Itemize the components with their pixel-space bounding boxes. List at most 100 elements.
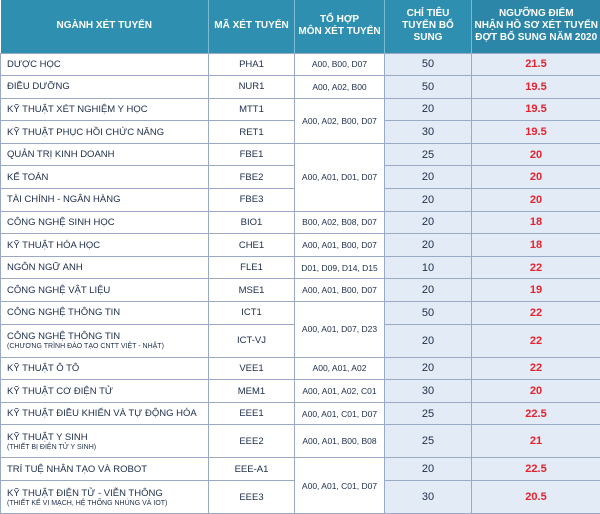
- major-code: ICT-VJ: [208, 323, 295, 358]
- major-name: KỸ THUẬT PHỤC HỒI CHỨC NĂNG: [0, 120, 209, 144]
- quota-value: 10: [384, 255, 472, 280]
- major-code: FBE3: [208, 188, 295, 212]
- quota-value: 20: [384, 188, 472, 212]
- table-row: DƯỢC HỌC PHA1 A00, B00, D07 50 21.5: [0, 52, 600, 77]
- score-value: 22.5: [471, 401, 600, 426]
- quota-value: 20: [384, 97, 472, 122]
- major-name: QUẢN TRỊ KINH DOANH: [0, 142, 209, 167]
- quota-value: 20: [384, 457, 472, 481]
- table-row: CÔNG NGHỆ VẬT LIỆU MSE1 A00, A01, B00, D…: [0, 278, 600, 303]
- score-value: 20.5: [471, 480, 600, 514]
- header-score-line1: NGƯỠNG ĐIỂM: [498, 8, 574, 20]
- major-name: DƯỢC HỌC: [0, 52, 209, 77]
- table-header: NGÀNH XÉT TUYỂN MÃ XÉT TUYỂN TỔ HỢP MÔN …: [0, 0, 600, 53]
- major-name-subtitle: (CHƯƠNG TRÌNH ĐÀO TẠO CNTT VIỆT - NHẬT): [7, 343, 164, 351]
- score-value: 20: [471, 142, 600, 167]
- score-value: 19: [471, 278, 600, 303]
- major-code: FLE1: [208, 255, 295, 280]
- score-value: 19.5: [471, 120, 600, 144]
- table-row: ĐIỀU DƯỠNG NUR1 A00, A02, B00 50 19.5: [0, 75, 600, 99]
- major-name: KỸ THUẬT Y SINH (THIẾT BỊ ĐIỆN TỬ Y SINH…: [0, 424, 209, 459]
- score-value: 20: [471, 188, 600, 212]
- table-row: KỸ THUẬT ĐIỀU KHIỂN VÀ TỰ ĐỘNG HÓA EEE1 …: [0, 401, 600, 426]
- table-row: KỸ THUẬT Y SINH (THIẾT BỊ ĐIỆN TỬ Y SINH…: [0, 424, 600, 459]
- major-name: CÔNG NGHỆ THÔNG TIN: [0, 301, 209, 325]
- major-name: KỸ THUẬT HÓA HỌC: [0, 233, 209, 257]
- major-code: EEE2: [208, 424, 295, 459]
- header-major: NGÀNH XÉT TUYỂN: [0, 0, 209, 53]
- major-code: RET1: [208, 120, 295, 144]
- header-quota: CHỈ TIÊU TUYỂN BỔ SUNG: [384, 0, 472, 53]
- major-name: TÀI CHÍNH - NGÂN HÀNG: [0, 188, 209, 212]
- table-row: QUẢN TRỊ KINH DOANH FBE1 A00, A01, D01, …: [0, 142, 600, 212]
- table-row: TÀI CHÍNH - NGÂN HÀNG FBE3 20 20: [0, 188, 600, 212]
- subject-combo: A00, A01, D07, D23: [294, 301, 385, 358]
- quota-value: 25: [384, 401, 472, 426]
- header-combo-line1: TỔ HỢP: [319, 14, 360, 26]
- table-row: KỸ THUẬT PHỤC HỒI CHỨC NĂNG RET1 30 19.5: [0, 120, 600, 144]
- score-value: 18: [471, 233, 600, 257]
- major-code: PHA1: [208, 52, 295, 77]
- table-body: DƯỢC HỌC PHA1 A00, B00, D07 50 21.5 ĐIỀU…: [0, 52, 600, 514]
- major-name: KỸ THUẬT ĐIỆN TỬ - VIỄN THÔNG (THIẾT KẾ …: [0, 480, 209, 514]
- quota-value: 50: [384, 75, 472, 99]
- major-name: KỸ THUẬT ĐIỀU KHIỂN VÀ TỰ ĐỘNG HÓA: [0, 401, 209, 426]
- major-code: EEE3: [208, 480, 295, 514]
- subject-combo: A00, A01, D01, D07: [294, 142, 385, 212]
- header-code: MÃ XÉT TUYỂN: [208, 0, 295, 53]
- major-code: ICT1: [208, 301, 295, 325]
- major-name: KỸ THUẬT Ô TÔ: [0, 356, 209, 381]
- score-value: 22: [471, 301, 600, 325]
- major-code: FBE2: [208, 165, 295, 190]
- header-combo-line2: MÔN XÉT TUYỂN: [298, 26, 381, 38]
- table-row: KỸ THUẬT ĐIỆN TỬ - VIỄN THÔNG (THIẾT KẾ …: [0, 480, 600, 514]
- major-code: EEE-A1: [208, 457, 295, 481]
- major-code: FBE1: [208, 142, 295, 167]
- subject-combo: A00, A01, C01, D07: [294, 457, 385, 514]
- score-value: 20: [471, 379, 600, 403]
- major-code: MEM1: [208, 379, 295, 403]
- major-name-subtitle: (THIẾT BỊ ĐIỆN TỬ Y SINH): [7, 443, 97, 451]
- major-name: CÔNG NGHỆ VẬT LIỆU: [0, 278, 209, 303]
- major-code: BIO1: [208, 210, 295, 235]
- table-row: NGÔN NGỮ ANH FLE1 D01, D09, D14, D15 10 …: [0, 255, 600, 280]
- table-row: TRÍ TUỆ NHÂN TẠO VÀ ROBOT EEE-A1 A00, A0…: [0, 457, 600, 514]
- major-name: KỸ THUẬT XÉT NGHIỆM Y HỌC: [0, 97, 209, 122]
- major-name: NGÔN NGỮ ANH: [0, 255, 209, 280]
- score-value: 19.5: [471, 97, 600, 122]
- quota-value: 20: [384, 165, 472, 190]
- table-row: KỸ THUẬT Ô TÔ VEE1 A00, A01, A02 20 22: [0, 356, 600, 381]
- major-code: VEE1: [208, 356, 295, 381]
- major-name-main: CÔNG NGHỆ THÔNG TIN: [7, 331, 121, 343]
- score-value: 22: [471, 255, 600, 280]
- subject-combo: B00, A02, B08, D07: [294, 210, 385, 235]
- header-combo: TỔ HỢP MÔN XÉT TUYỂN: [294, 0, 385, 53]
- table-row: KỸ THUẬT XÉT NGHIỆM Y HỌC MTT1 A00, A02,…: [0, 97, 600, 144]
- score-value: 22.5: [471, 457, 600, 481]
- table-row: KỸ THUẬT HÓA HỌC CHE1 A00, A01, B00, D07…: [0, 233, 600, 257]
- quota-value: 50: [384, 52, 472, 77]
- quota-value: 30: [384, 120, 472, 144]
- header-score-line2: NHẬN HỒ SƠ XÉT TUYỂN: [474, 20, 599, 32]
- major-name-subtitle: (THIẾT KẾ VI MẠCH, HỆ THỐNG NHÚNG VÀ IOT…: [7, 499, 168, 507]
- table-row: CÔNG NGHỆ THÔNG TIN ICT1 A00, A01, D07, …: [0, 301, 600, 358]
- subject-combo: A00, A01, A02, C01: [294, 379, 385, 403]
- quota-value: 50: [384, 301, 472, 325]
- quota-value: 25: [384, 142, 472, 167]
- quota-value: 20: [384, 356, 472, 381]
- major-name-main: KỸ THUẬT ĐIỆN TỬ - VIỄN THÔNG: [7, 487, 163, 499]
- major-code: CHE1: [208, 233, 295, 257]
- major-name-main: KỸ THUẬT Y SINH: [7, 431, 88, 443]
- subject-combo: A00, A01, B00, B08: [294, 424, 385, 459]
- score-value: 21: [471, 424, 600, 459]
- subject-combo: A00, B00, D07: [294, 52, 385, 77]
- table-row: KỸ THUẬT CƠ ĐIỆN TỬ MEM1 A00, A01, A02, …: [0, 379, 600, 403]
- major-name: TRÍ TUỆ NHÂN TẠO VÀ ROBOT: [0, 457, 209, 481]
- quota-value: 20: [384, 233, 472, 257]
- subject-combo: A00, A02, B00: [294, 75, 385, 99]
- score-value: 20: [471, 165, 600, 190]
- major-name: KỸ THUẬT CƠ ĐIỆN TỬ: [0, 379, 209, 403]
- header-quota-line1: CHỈ TIÊU: [406, 8, 450, 20]
- major-name: KẾ TOÁN: [0, 165, 209, 190]
